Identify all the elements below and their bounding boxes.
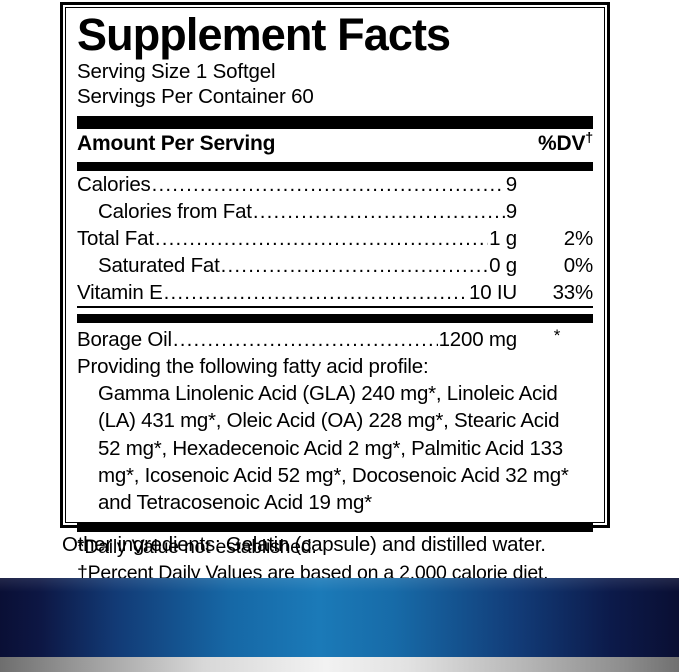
divider-medium-header (77, 161, 593, 171)
leader-dots: ........................................… (252, 199, 505, 223)
nutrient-amount: 1 g (489, 226, 517, 250)
nutrient-row-list: Calories................................… (77, 171, 593, 309)
divider-thin-nutrients (77, 306, 593, 309)
brand-banner: DOUGLAS LABORATORIES (0, 578, 679, 657)
nutrient-name: Calories (77, 172, 151, 196)
nutrient-amount: 9 (505, 172, 517, 196)
page-title: Supplement Facts (77, 9, 451, 60)
silver-accent-strip (0, 657, 679, 672)
asterisk-symbol: * (553, 326, 561, 346)
supplement-facts-inner-border: Supplement Facts Serving Size 1 Softgel … (65, 7, 605, 584)
nutrient-row: Saturated Fat ..........................… (77, 252, 593, 279)
ingredient-percent: * (521, 326, 593, 352)
nutrient-row: Calories from Fat.......................… (77, 198, 593, 225)
divider-medium-footnotes (77, 523, 593, 533)
nutrient-row: Vitamin E ..............................… (77, 279, 593, 306)
leader-dots: ........................................… (163, 281, 468, 304)
nutrient-name: Vitamin E (77, 281, 163, 304)
leader-dots: ........................................… (220, 253, 489, 277)
nutrient-row: Total Fat...............................… (77, 225, 593, 252)
leader-dots: ........................................… (151, 172, 505, 196)
nutrient-percent-daily-value: 2% (563, 226, 593, 250)
serving-size-text: Serving Size 1 Softgel (77, 60, 276, 83)
nutrient-name: Calories from Fat (98, 199, 252, 223)
daily-value-header: %DV† (538, 129, 593, 156)
divider-medium-ingredient (77, 314, 593, 324)
leader-dots: ........................................… (154, 226, 488, 250)
nutrient-name: Total Fat (77, 226, 154, 250)
divider-thick-top (77, 115, 593, 129)
ingredient-row-borage-oil: Borage Oil .............................… (77, 326, 593, 353)
footnote-daily-value: *Daily Value not established. (77, 536, 317, 559)
other-ingredients-text: Other ingredients: Gelatin (capsule) and… (62, 533, 546, 556)
dv-label: %DV (538, 131, 586, 155)
nutrient-percent-daily-value: 0% (563, 253, 593, 277)
ingredient-amount: 1200 mg (438, 328, 518, 352)
nutrient-percent-daily-value: 33% (552, 281, 594, 304)
ingredient-name: Borage Oil (77, 328, 172, 352)
nutrient-name: Saturated Fat (98, 253, 220, 277)
amount-per-serving-header: Amount Per Serving %DV† (77, 129, 593, 158)
nutrient-row: Calories................................… (77, 171, 593, 198)
amount-per-serving-label: Amount Per Serving (77, 131, 276, 155)
leader-dots: ........................................… (172, 328, 438, 352)
fatty-acid-profile-text: Gamma Linolenic Acid (GLA) 240 mg*, Lino… (98, 382, 569, 515)
supplement-facts-panel: Supplement Facts Serving Size 1 Softgel … (60, 2, 610, 584)
providing-line: Providing the following fatty acid profi… (77, 355, 429, 379)
dagger-symbol: † (585, 129, 593, 146)
servings-per-container-text: Servings Per Container 60 (77, 85, 314, 109)
nutrient-amount: 0 g (489, 253, 517, 277)
nutrient-amount: 10 IU (469, 281, 517, 304)
nutrient-amount: 9 (505, 199, 517, 223)
